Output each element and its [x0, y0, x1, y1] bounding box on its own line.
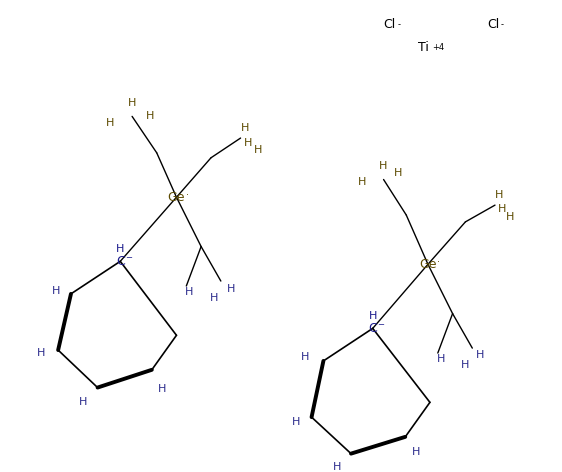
Text: H: H	[210, 293, 218, 303]
Text: H: H	[495, 190, 503, 200]
Text: −: −	[125, 253, 132, 262]
Text: H: H	[292, 417, 300, 427]
Text: H: H	[106, 118, 115, 128]
Text: H: H	[369, 311, 377, 320]
Text: H: H	[412, 447, 420, 456]
Text: Ge: Ge	[419, 258, 437, 271]
Text: H: H	[226, 284, 235, 294]
Text: H: H	[254, 145, 262, 155]
Text: H: H	[476, 350, 484, 360]
Text: H: H	[244, 138, 253, 148]
Text: H: H	[394, 168, 402, 177]
Text: H: H	[241, 123, 250, 133]
Text: H: H	[157, 384, 166, 394]
Text: C: C	[116, 255, 125, 268]
Text: H: H	[461, 360, 470, 370]
Text: Ti: Ti	[418, 42, 429, 54]
Text: H: H	[379, 160, 388, 171]
Text: C: C	[368, 322, 377, 335]
Text: Cl: Cl	[383, 18, 396, 31]
Text: H: H	[37, 348, 46, 358]
Text: +4: +4	[432, 43, 444, 52]
Text: H: H	[498, 204, 506, 214]
Text: H: H	[357, 177, 366, 187]
Text: H: H	[333, 463, 341, 472]
Text: H: H	[506, 212, 514, 222]
Text: H: H	[52, 286, 60, 296]
Text: -: -	[397, 20, 400, 29]
Text: H: H	[79, 397, 87, 407]
Text: -: -	[501, 20, 504, 29]
Text: H: H	[437, 354, 445, 364]
Text: −: −	[377, 320, 384, 329]
Text: H: H	[146, 111, 154, 121]
Text: ·: ·	[186, 190, 189, 200]
Text: H: H	[116, 244, 124, 253]
Text: Ge: Ge	[167, 191, 185, 204]
Text: H: H	[301, 352, 309, 362]
Text: H: H	[128, 98, 136, 108]
Text: Cl: Cl	[487, 18, 500, 31]
Text: H: H	[185, 287, 193, 297]
Text: ·: ·	[437, 257, 440, 267]
